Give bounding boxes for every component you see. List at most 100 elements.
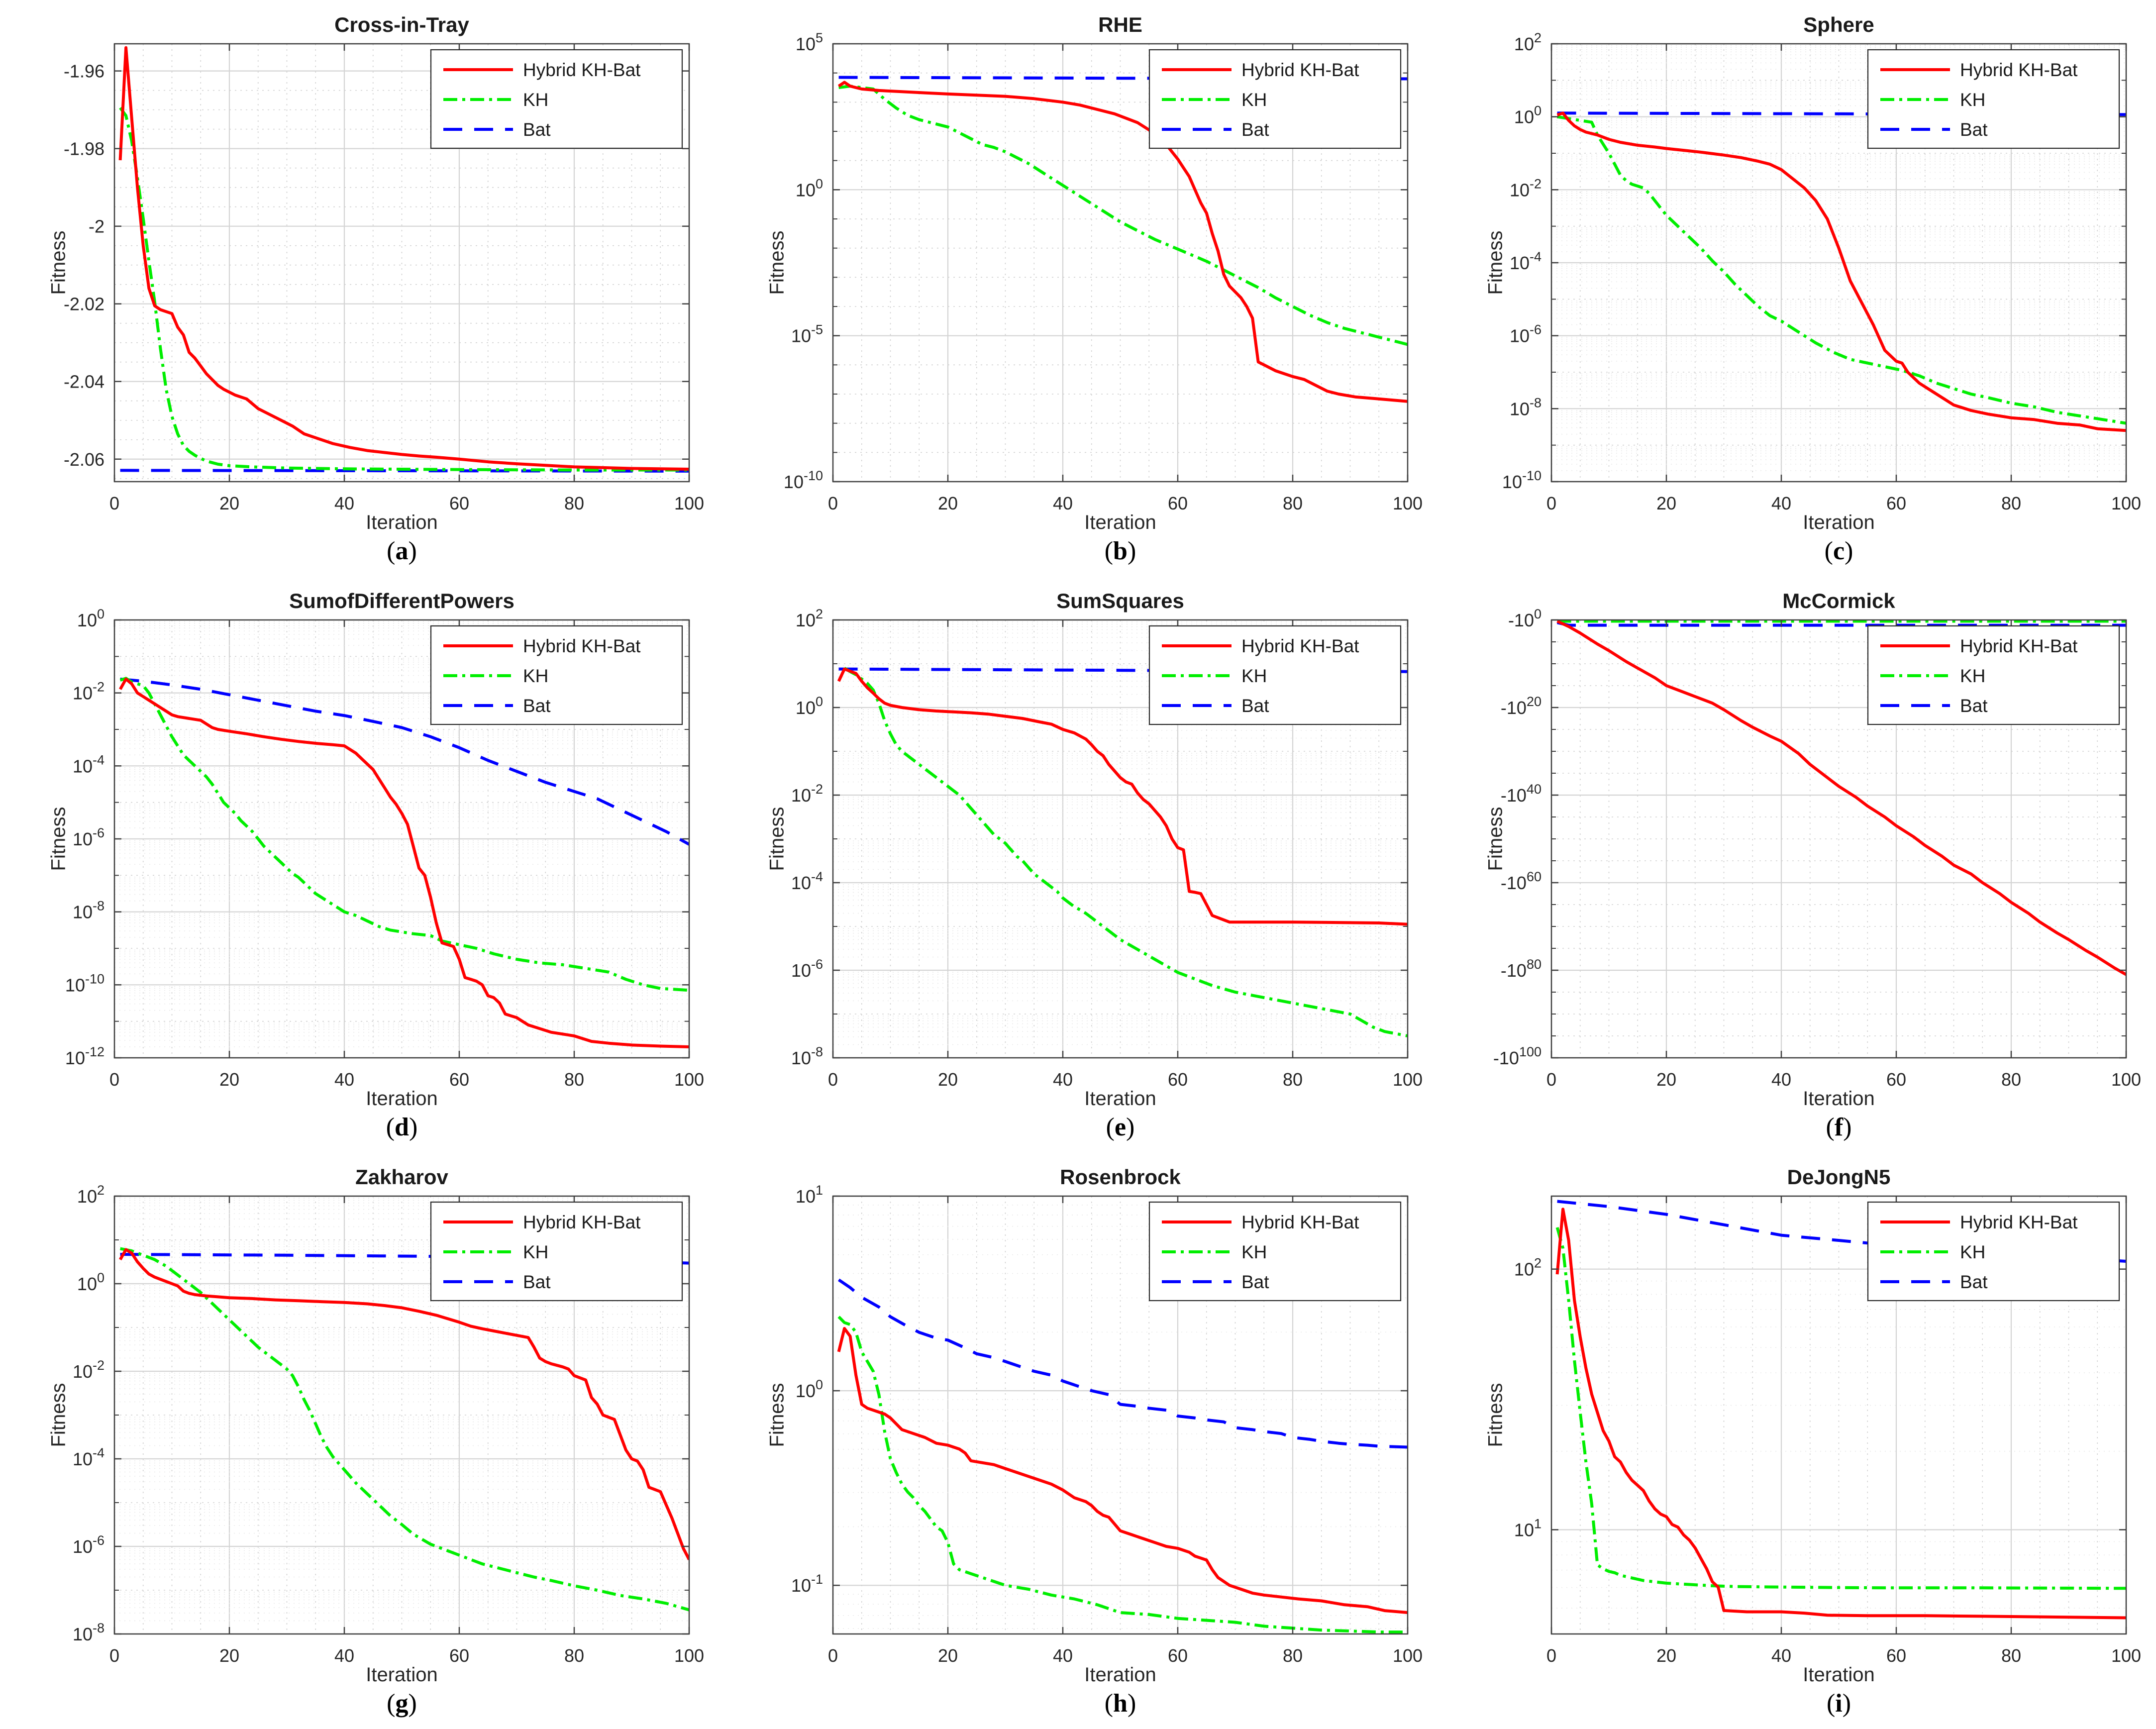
legend-label: Bat <box>1241 119 1269 140</box>
ticks <box>1550 43 2127 483</box>
chart-cell-d: SumofDifferentPowers Fitness Iteration 0… <box>0 576 719 1152</box>
caption: (a) <box>387 537 417 565</box>
series-bat <box>837 1278 1408 1449</box>
series-hybrid-kh-bat <box>118 46 689 471</box>
tick-label: 10-6 <box>1510 322 1541 346</box>
legend-label: Hybrid KH-Bat <box>523 1212 641 1232</box>
tick-label: 40 <box>1771 493 1791 513</box>
x-axis-label: Iteration <box>366 511 438 533</box>
tick-label: 100 <box>674 493 704 513</box>
tick-label: 100 <box>796 176 823 200</box>
series-kh <box>838 85 1408 346</box>
plot-area: 0 20 40 60 80 100 -100 -1020 -1040 -1060 -1080 -101… <box>1493 607 2141 1090</box>
legend-item: KH <box>1880 90 1985 110</box>
legend-item: KH <box>1162 666 1267 686</box>
legend-item: Bat <box>1162 696 1269 716</box>
tick-label: 20 <box>219 1069 239 1090</box>
series-kh <box>837 1316 1408 1634</box>
series-hybrid-kh-bat <box>837 667 1408 926</box>
legend-label: Bat <box>1960 696 1988 716</box>
ticks <box>1550 619 2127 1059</box>
legend-label: Bat <box>1241 1272 1269 1292</box>
tick-label: 0 <box>109 1645 119 1666</box>
series-group <box>118 46 689 473</box>
legend-item: Hybrid KH-Bat <box>1162 636 1359 656</box>
series-group <box>118 1247 689 1612</box>
tick-label: 100 <box>1393 493 1423 513</box>
tick-label: -1080 <box>1501 957 1541 981</box>
tick-label: 100 <box>1514 103 1541 127</box>
tick-label: 101 <box>1514 1516 1541 1540</box>
series-hybrid-kh-bat <box>118 677 689 1048</box>
chart-title: Zakharov <box>355 1165 448 1189</box>
axes-box <box>1550 1195 2127 1635</box>
plot-area: 0 20 40 60 80 100 -1.96 -1.98 -2 -2.02 -2.04 -2.06 H… <box>64 43 704 513</box>
tick-label: 40 <box>334 493 354 513</box>
legend-label: KH <box>1960 1242 1985 1262</box>
legend: Hybrid KH-Bat KH Bat <box>1148 625 1402 725</box>
tick-label: 80 <box>564 1645 584 1666</box>
legend-label: Hybrid KH-Bat <box>523 636 641 656</box>
plot-area: 0 20 40 60 80 100 101 100 10-1 Hybrid KH-Bat KH Bat <box>791 1183 1423 1666</box>
legend-item: Hybrid KH-Bat <box>1162 60 1359 80</box>
tick-label: 10-2 <box>1510 176 1541 200</box>
series-hybrid-kh-bat <box>837 1327 1408 1614</box>
tick-label: 10-10 <box>1502 468 1541 492</box>
series-hybrid-kh-bat <box>118 1248 689 1560</box>
tick-label: 80 <box>2001 1069 2021 1090</box>
tick-label: 60 <box>1886 1069 1906 1090</box>
legend-item: Hybrid KH-Bat <box>1880 60 2078 80</box>
x-axis-label: Iteration <box>1803 1664 1875 1686</box>
tick-label: -2 <box>89 216 104 237</box>
legend-label: Bat <box>523 119 551 140</box>
legend: Hybrid KH-Bat KH Bat <box>1867 1201 2120 1302</box>
series-kh <box>119 106 689 472</box>
plot-area: 0 20 40 60 80 100 100 10-2 10-4 10-6 10-8 10-10 10-1… <box>65 607 704 1090</box>
legend: Hybrid KH-Bat KH Bat <box>1867 49 2120 149</box>
x-axis-label: Iteration <box>1084 1664 1156 1686</box>
tick-label: 40 <box>1771 1645 1791 1666</box>
legend-item: Bat <box>443 1272 551 1292</box>
tick-label: 80 <box>564 1069 584 1090</box>
tick-label: -100 <box>1508 607 1541 630</box>
tick-label: 10-6 <box>73 825 104 849</box>
tick-label: 100 <box>2111 1069 2141 1090</box>
tick-label: 10-6 <box>73 1533 104 1557</box>
y-axis-label: Fitness <box>1484 807 1507 871</box>
legend-item: Hybrid KH-Bat <box>1880 1212 2078 1232</box>
tick-label: 20 <box>938 1645 958 1666</box>
y-axis-label: Fitness <box>47 1383 70 1447</box>
tick-label: 80 <box>564 493 584 513</box>
tick-label: 80 <box>1283 493 1303 513</box>
legend-item: Hybrid KH-Bat <box>1162 1212 1359 1232</box>
caption: (c) <box>1824 537 1853 565</box>
legend-label: KH <box>523 666 548 686</box>
tick-label: 0 <box>109 493 119 513</box>
tick-label: 10-1 <box>791 1572 823 1596</box>
legend-item: Bat <box>1162 1272 1269 1292</box>
series-group <box>1556 620 2126 976</box>
tick-label: 60 <box>449 1069 469 1090</box>
axes-box <box>832 43 1409 483</box>
plot-area: 0 20 40 60 80 100 102 100 10-2 10-4 10-6 10-8 Hybrid… <box>73 1183 704 1666</box>
tick-label: 0 <box>109 1069 119 1090</box>
chart-title: Sphere <box>1803 13 1874 36</box>
legend-label: Hybrid KH-Bat <box>1960 60 2078 80</box>
legend-label: KH <box>523 90 548 110</box>
tick-label: 10-8 <box>791 1044 823 1068</box>
tick-label: -2.06 <box>64 449 104 470</box>
legend-item: Hybrid KH-Bat <box>1880 636 2078 656</box>
tick-label: 10-8 <box>73 899 104 922</box>
gridlines <box>114 620 689 1058</box>
tick-label: 40 <box>1053 493 1073 513</box>
tick-label: 10-2 <box>73 680 104 704</box>
tick-label: -1.98 <box>64 139 104 159</box>
chart-cell-f: McCormick Fitness Iteration 0 20 40 60 80 100… <box>1437 576 2156 1152</box>
legend: Hybrid KH-Bat KH Bat <box>1148 49 1402 149</box>
legend: Hybrid KH-Bat KH Bat <box>1867 625 2120 725</box>
tick-label: -1.96 <box>64 61 104 82</box>
tick-label: 100 <box>796 1377 823 1401</box>
series-group <box>837 1278 1408 1634</box>
caption: (b) <box>1104 537 1136 565</box>
legend-label: Bat <box>1960 1272 1988 1292</box>
